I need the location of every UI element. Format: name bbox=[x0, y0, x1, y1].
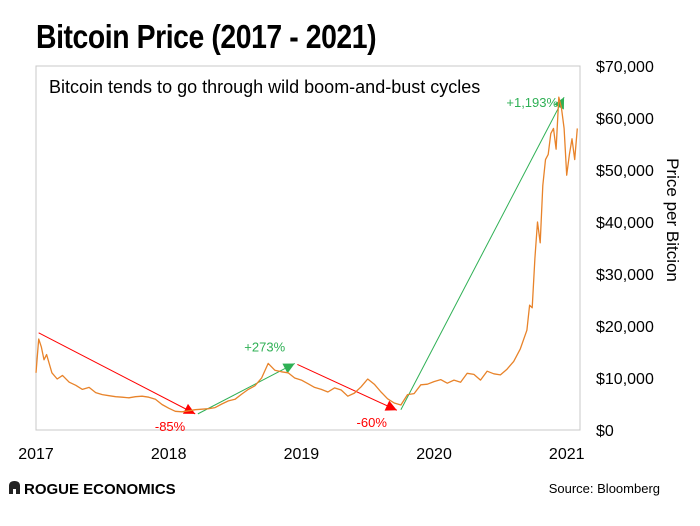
rogue-economics-logo: ROGUE ECONOMICS bbox=[8, 480, 176, 499]
x-tick-label: 2020 bbox=[416, 446, 452, 463]
series-line-price bbox=[35, 96, 578, 413]
y-axis-label: Price per Bitcion bbox=[663, 158, 682, 282]
chart-title: Bitcoin Price (2017 - 2021) bbox=[36, 18, 377, 55]
helmet-icon bbox=[8, 480, 21, 499]
y-tick-label: $20,000 bbox=[596, 319, 654, 336]
y-tick-label: $70,000 bbox=[596, 59, 654, 76]
cycle-arrow-head bbox=[384, 400, 397, 411]
cycle-arrow-line bbox=[297, 364, 398, 411]
cycle-arrow-line bbox=[400, 96, 565, 410]
x-tick-label: 2018 bbox=[151, 446, 187, 463]
chart-subtitle: Bitcoin tends to go through wild boom-an… bbox=[49, 77, 480, 97]
cycle-percent-label: -60% bbox=[357, 415, 388, 430]
plot-frame bbox=[35, 65, 581, 431]
source-note: Source: Bloomberg bbox=[548, 481, 660, 496]
y-tick-label: $60,000 bbox=[596, 111, 654, 128]
y-tick-label: $0 bbox=[596, 423, 614, 440]
x-tick-label: 2019 bbox=[284, 446, 320, 463]
cycle-arrow-line bbox=[197, 362, 295, 415]
cycle-percent-label: -85% bbox=[155, 419, 186, 434]
y-tick-label: $40,000 bbox=[596, 215, 654, 232]
y-tick-label: $30,000 bbox=[596, 267, 654, 284]
cycle-percent-label: +273% bbox=[244, 339, 285, 354]
x-tick-label: 2021 bbox=[549, 446, 585, 463]
cycle-arrow-line bbox=[38, 332, 196, 415]
logo-text: ROGUE ECONOMICS bbox=[24, 481, 176, 498]
x-tick-label: 2017 bbox=[18, 446, 54, 463]
y-tick-label: $10,000 bbox=[596, 371, 654, 388]
cycle-percent-label: +1,193% bbox=[506, 95, 558, 110]
cycle-arrow-head bbox=[282, 363, 295, 374]
y-tick-label: $50,000 bbox=[596, 163, 654, 180]
